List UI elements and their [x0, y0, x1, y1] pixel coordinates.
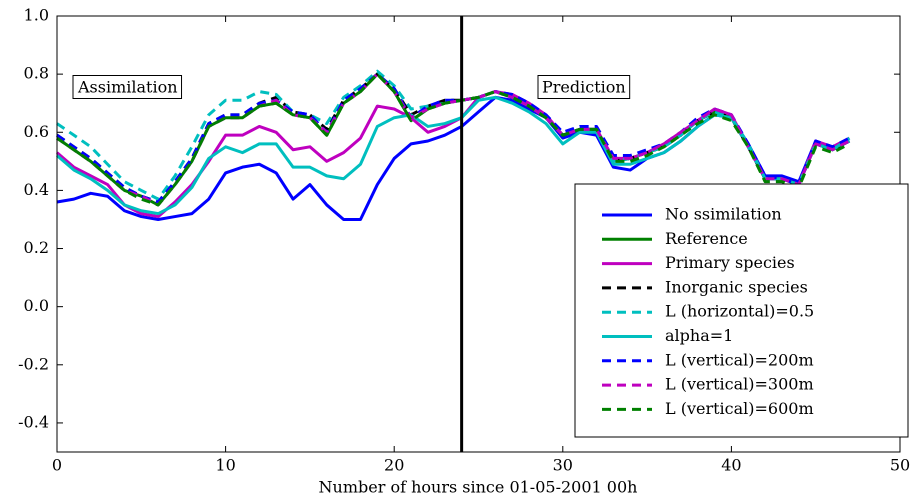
legend-label: L (vertical)=200m: [665, 350, 814, 369]
x-tick-label: 0: [52, 456, 62, 475]
x-axis-label: Number of hours since 01-05-2001 00h: [319, 478, 638, 497]
y-tick-label: 1.0: [24, 6, 49, 25]
x-tick-label: 50: [890, 456, 910, 475]
x-tick-label: 30: [553, 456, 573, 475]
legend-label: Reference: [665, 229, 748, 248]
legend-label: Inorganic species: [665, 277, 808, 296]
series-line: [56, 72, 851, 207]
annotation-box: [72, 75, 183, 99]
annotation-box: [537, 75, 631, 99]
legend-label: Primary species: [665, 253, 795, 272]
legend-label: No ssimilation: [665, 205, 782, 224]
legend-label: L (vertical)=300m: [665, 375, 814, 394]
legend: No ssimilation Reference Primary species In…: [574, 183, 909, 438]
y-tick-label: 0.6: [24, 122, 49, 141]
series-line: [56, 95, 851, 216]
annotation-text: Assimilation: [77, 78, 178, 97]
annotation-text: Prediction: [542, 78, 626, 97]
annotation: Prediction: [537, 75, 631, 99]
legend-box: [574, 183, 909, 438]
y-tick-label: -0.2: [18, 354, 49, 373]
legend-label: alpha=1: [665, 326, 733, 345]
x-tick-label: 40: [721, 456, 741, 475]
y-tick-label: -0.4: [18, 412, 49, 431]
x-tick-label: 10: [215, 456, 235, 475]
legend-label: L (vertical)=600m: [665, 399, 814, 418]
y-tick-label: 0.4: [24, 180, 49, 199]
annotation: Assimilation: [72, 75, 183, 99]
y-tick-label: 0.0: [24, 296, 49, 315]
y-tick-label: 0.8: [24, 64, 49, 83]
x-tick-label: 20: [384, 456, 404, 475]
y-tick-label: 0.2: [24, 238, 49, 257]
legend-label: L (horizontal)=0.5: [665, 302, 814, 321]
